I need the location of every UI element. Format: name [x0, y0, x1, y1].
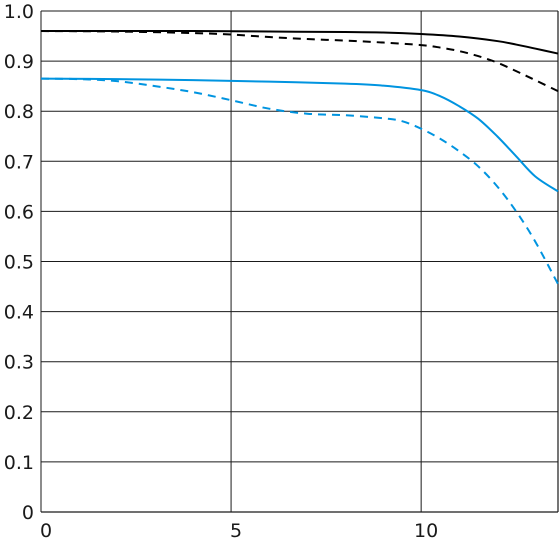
x-tick-label: 0: [40, 520, 52, 542]
series-line-black-solid: [41, 30, 559, 55]
y-tick-label: 0.2: [4, 402, 34, 424]
series-group: [40, 30, 559, 285]
series-line-black-dashed: [40, 30, 559, 93]
y-tick-label: 0: [22, 502, 34, 524]
y-tick-label: 0.9: [4, 51, 34, 73]
y-tick-label: 1.0: [4, 1, 34, 23]
y-tick-label: 0.4: [4, 302, 34, 324]
series-line-blue-dashed: [40, 77, 559, 285]
y-tick-label: 0.5: [4, 252, 34, 274]
y-tick-label: 0.6: [4, 201, 34, 223]
series-line-blue-solid: [40, 77, 559, 193]
tick-labels: 0 0.1 0.2 0.3 0.4 0.5 0.6 0.7 0.8 0.9 1.0 0 5 10: [4, 1, 438, 542]
y-tick-label: 0.8: [4, 101, 34, 123]
y-tick-label: 0.3: [4, 352, 34, 374]
x-tick-label: 5: [230, 520, 242, 542]
y-tick-label: 0.1: [4, 452, 34, 474]
grid: [40, 10, 559, 513]
y-tick-label: 0.7: [4, 151, 34, 173]
x-tick-label: 10: [414, 520, 438, 542]
